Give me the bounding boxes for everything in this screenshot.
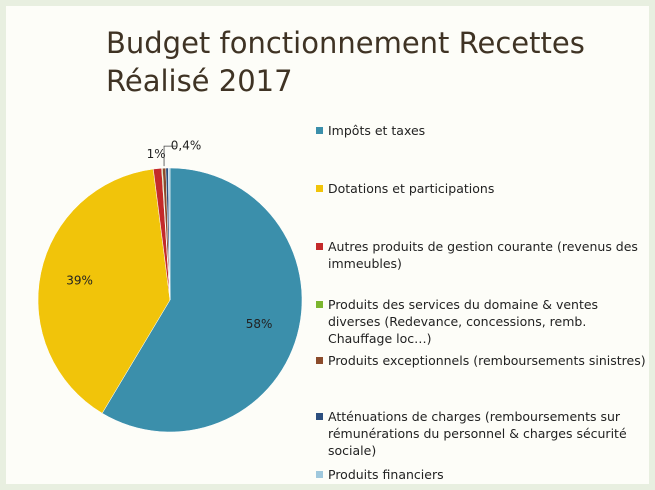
legend-item: Dotations et participations: [316, 180, 646, 197]
leader-line: [163, 145, 177, 167]
data-label: 0,4%: [171, 139, 202, 153]
legend-item: Produits exceptionnels (remboursements s…: [316, 352, 646, 369]
legend-swatch: [316, 127, 323, 134]
legend-label: Produits financiers: [328, 467, 444, 482]
legend-swatch: [316, 301, 323, 308]
legend-swatch: [316, 357, 323, 364]
legend-label: Produits des services du domaine & vente…: [328, 297, 599, 346]
legend-item: Atténuations de charges (remboursements …: [316, 408, 646, 459]
legend-swatch: [316, 471, 323, 478]
legend-item: Produits financiers: [316, 466, 646, 483]
data-label: 1%: [147, 147, 166, 161]
legend-item: Impôts et taxes: [316, 122, 646, 139]
pie-slice: [37, 168, 171, 414]
pie-slice: [168, 167, 171, 301]
legend-swatch: [316, 413, 323, 420]
legend-label: Atténuations de charges (remboursements …: [328, 409, 627, 458]
pie-slice: [101, 167, 303, 433]
legend-swatch: [316, 185, 323, 192]
legend-item: Produits des services du domaine & vente…: [316, 296, 646, 347]
legend-label: Produits exceptionnels (remboursements s…: [328, 353, 646, 368]
data-label: 39%: [66, 274, 93, 288]
legend-label: Impôts et taxes: [328, 123, 426, 138]
legend-item: Autres produits de gestion courante (rev…: [316, 238, 646, 272]
legend-swatch: [316, 243, 323, 250]
pie-chart: 58% 39% 1% 0,4%: [37, 139, 303, 433]
chart-title: Budget fonctionnement Recettes Réalisé 2…: [106, 26, 585, 98]
data-label: 58%: [246, 317, 273, 331]
legend-label: Autres produits de gestion courante (rev…: [328, 239, 638, 271]
legend-label: Dotations et participations: [328, 181, 495, 196]
